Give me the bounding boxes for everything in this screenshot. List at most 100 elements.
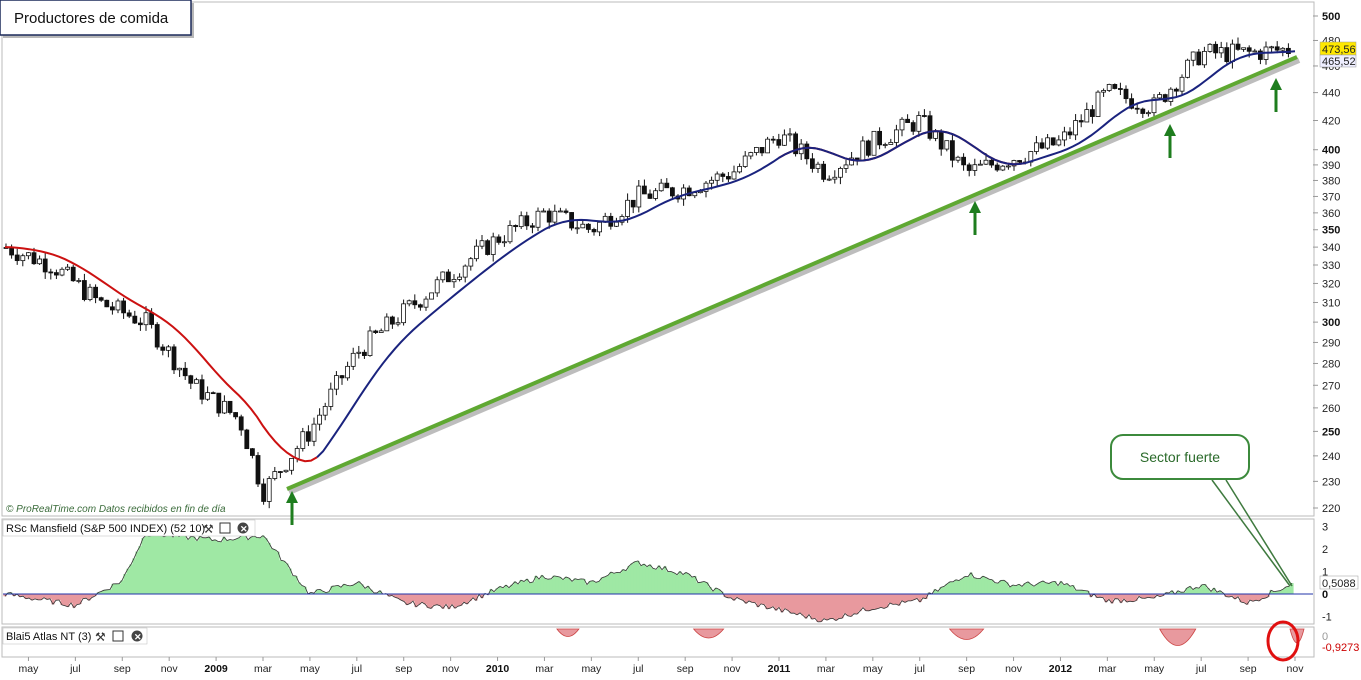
callout-label: Sector fuerte — [1140, 449, 1220, 465]
candle-body — [748, 152, 754, 157]
candle-body — [261, 483, 267, 502]
x-tick-label: jul — [632, 663, 644, 675]
x-tick-label: 2012 — [1049, 663, 1073, 675]
candle-body — [787, 133, 793, 136]
candle-body — [389, 316, 395, 325]
candle-body — [1151, 97, 1157, 114]
candle-body — [1146, 112, 1151, 115]
x-tick-label: may — [581, 663, 602, 675]
candle-body — [541, 210, 546, 213]
candle-body — [1179, 76, 1185, 92]
candle-body — [658, 182, 664, 192]
candle-body — [972, 164, 978, 171]
x-tick-label: may — [300, 663, 321, 675]
candle-body — [485, 240, 491, 255]
x-tick-label: jul — [1195, 663, 1207, 675]
x-tick-label: may — [19, 663, 40, 675]
candle-body — [961, 156, 966, 166]
candle-body — [535, 210, 541, 228]
candle-body — [1213, 43, 1218, 54]
atlas-settings-icon[interactable]: ⚒ — [95, 630, 106, 644]
candle-body — [586, 223, 591, 230]
rsc-window-icon[interactable] — [219, 522, 231, 534]
candle-body — [1174, 88, 1179, 92]
candle-body — [793, 133, 798, 155]
x-tick-label: jul — [351, 663, 363, 675]
candle-body — [479, 240, 485, 247]
candle-body — [888, 142, 894, 145]
candle-body — [473, 245, 479, 260]
candle-body — [1112, 84, 1118, 89]
price-tick-label: 280 — [1322, 358, 1340, 370]
candle-body — [518, 215, 524, 228]
candle-body — [227, 400, 233, 413]
candle-body — [580, 223, 586, 229]
candle-body — [978, 163, 983, 166]
candle-body — [137, 322, 143, 326]
atlas-window-icon[interactable] — [112, 630, 124, 642]
price-tick-label: 220 — [1322, 503, 1340, 515]
atlas-close-icon[interactable] — [131, 630, 143, 642]
candle-body — [882, 144, 888, 146]
atlas-label: Blai5 Atlas NT (3) — [6, 631, 91, 643]
candle-body — [1062, 131, 1067, 141]
candle-body — [843, 164, 849, 169]
candle-body — [994, 164, 1000, 171]
atlas-bump — [556, 628, 580, 637]
rsc-tick-label: -1 — [1322, 612, 1332, 624]
candle-body — [636, 185, 642, 208]
rsc-close-icon[interactable] — [237, 522, 249, 534]
candle-body — [552, 210, 558, 223]
candle-body — [546, 210, 552, 223]
candle-body — [451, 278, 457, 283]
candle-body — [530, 225, 535, 228]
price-tick-label: 330 — [1322, 260, 1340, 272]
candle-body — [98, 297, 104, 301]
candle-body — [877, 130, 882, 146]
x-axis: may jul sep nov 2009 mar may jul sep nov 2010 mar ma… — [19, 657, 1304, 675]
candle-body — [378, 330, 384, 333]
candle-body — [574, 227, 580, 230]
rsc-settings-icon[interactable]: ⚒ — [203, 522, 214, 536]
atlas-close-glyph: ✕ — [134, 632, 142, 642]
candle-body — [1246, 47, 1252, 52]
atlas-zero-tick: 0 — [1322, 631, 1328, 643]
candle-body — [1202, 51, 1207, 66]
candle-body — [759, 147, 765, 154]
candle-body — [65, 266, 70, 270]
candle-body — [160, 346, 166, 351]
candle-body — [1235, 43, 1241, 50]
candle-body — [132, 315, 138, 324]
candle-body — [350, 352, 356, 367]
x-tick-label: sep — [1240, 663, 1257, 675]
candle-body — [457, 276, 463, 280]
candle-body — [367, 330, 373, 356]
candle-body — [815, 163, 821, 169]
candle-body — [328, 388, 334, 407]
candle-body — [373, 330, 379, 333]
rsc-tick-label: 1 — [1322, 567, 1328, 579]
arrows-layer — [286, 78, 1282, 525]
candle-body — [765, 138, 770, 154]
candle-body — [87, 286, 93, 300]
price-tick-label: 370 — [1322, 191, 1340, 203]
candle-body — [1258, 50, 1263, 60]
price-tick-label: 500 — [1322, 11, 1340, 23]
candle-body — [905, 118, 910, 123]
candle-body — [221, 400, 227, 414]
candle-body — [406, 300, 412, 305]
candle-body — [681, 187, 686, 200]
candle-body — [76, 280, 82, 282]
candle-body — [1185, 59, 1190, 78]
atlas-bump — [948, 628, 985, 640]
price-tick-label: 310 — [1322, 297, 1340, 309]
candle-body — [490, 236, 496, 255]
candle-body — [1123, 88, 1129, 100]
candle-body — [1252, 50, 1258, 53]
trendline-shadow — [287, 57, 1301, 495]
candle-body — [899, 118, 905, 131]
candle-body — [440, 271, 446, 281]
candle-body — [944, 140, 950, 150]
